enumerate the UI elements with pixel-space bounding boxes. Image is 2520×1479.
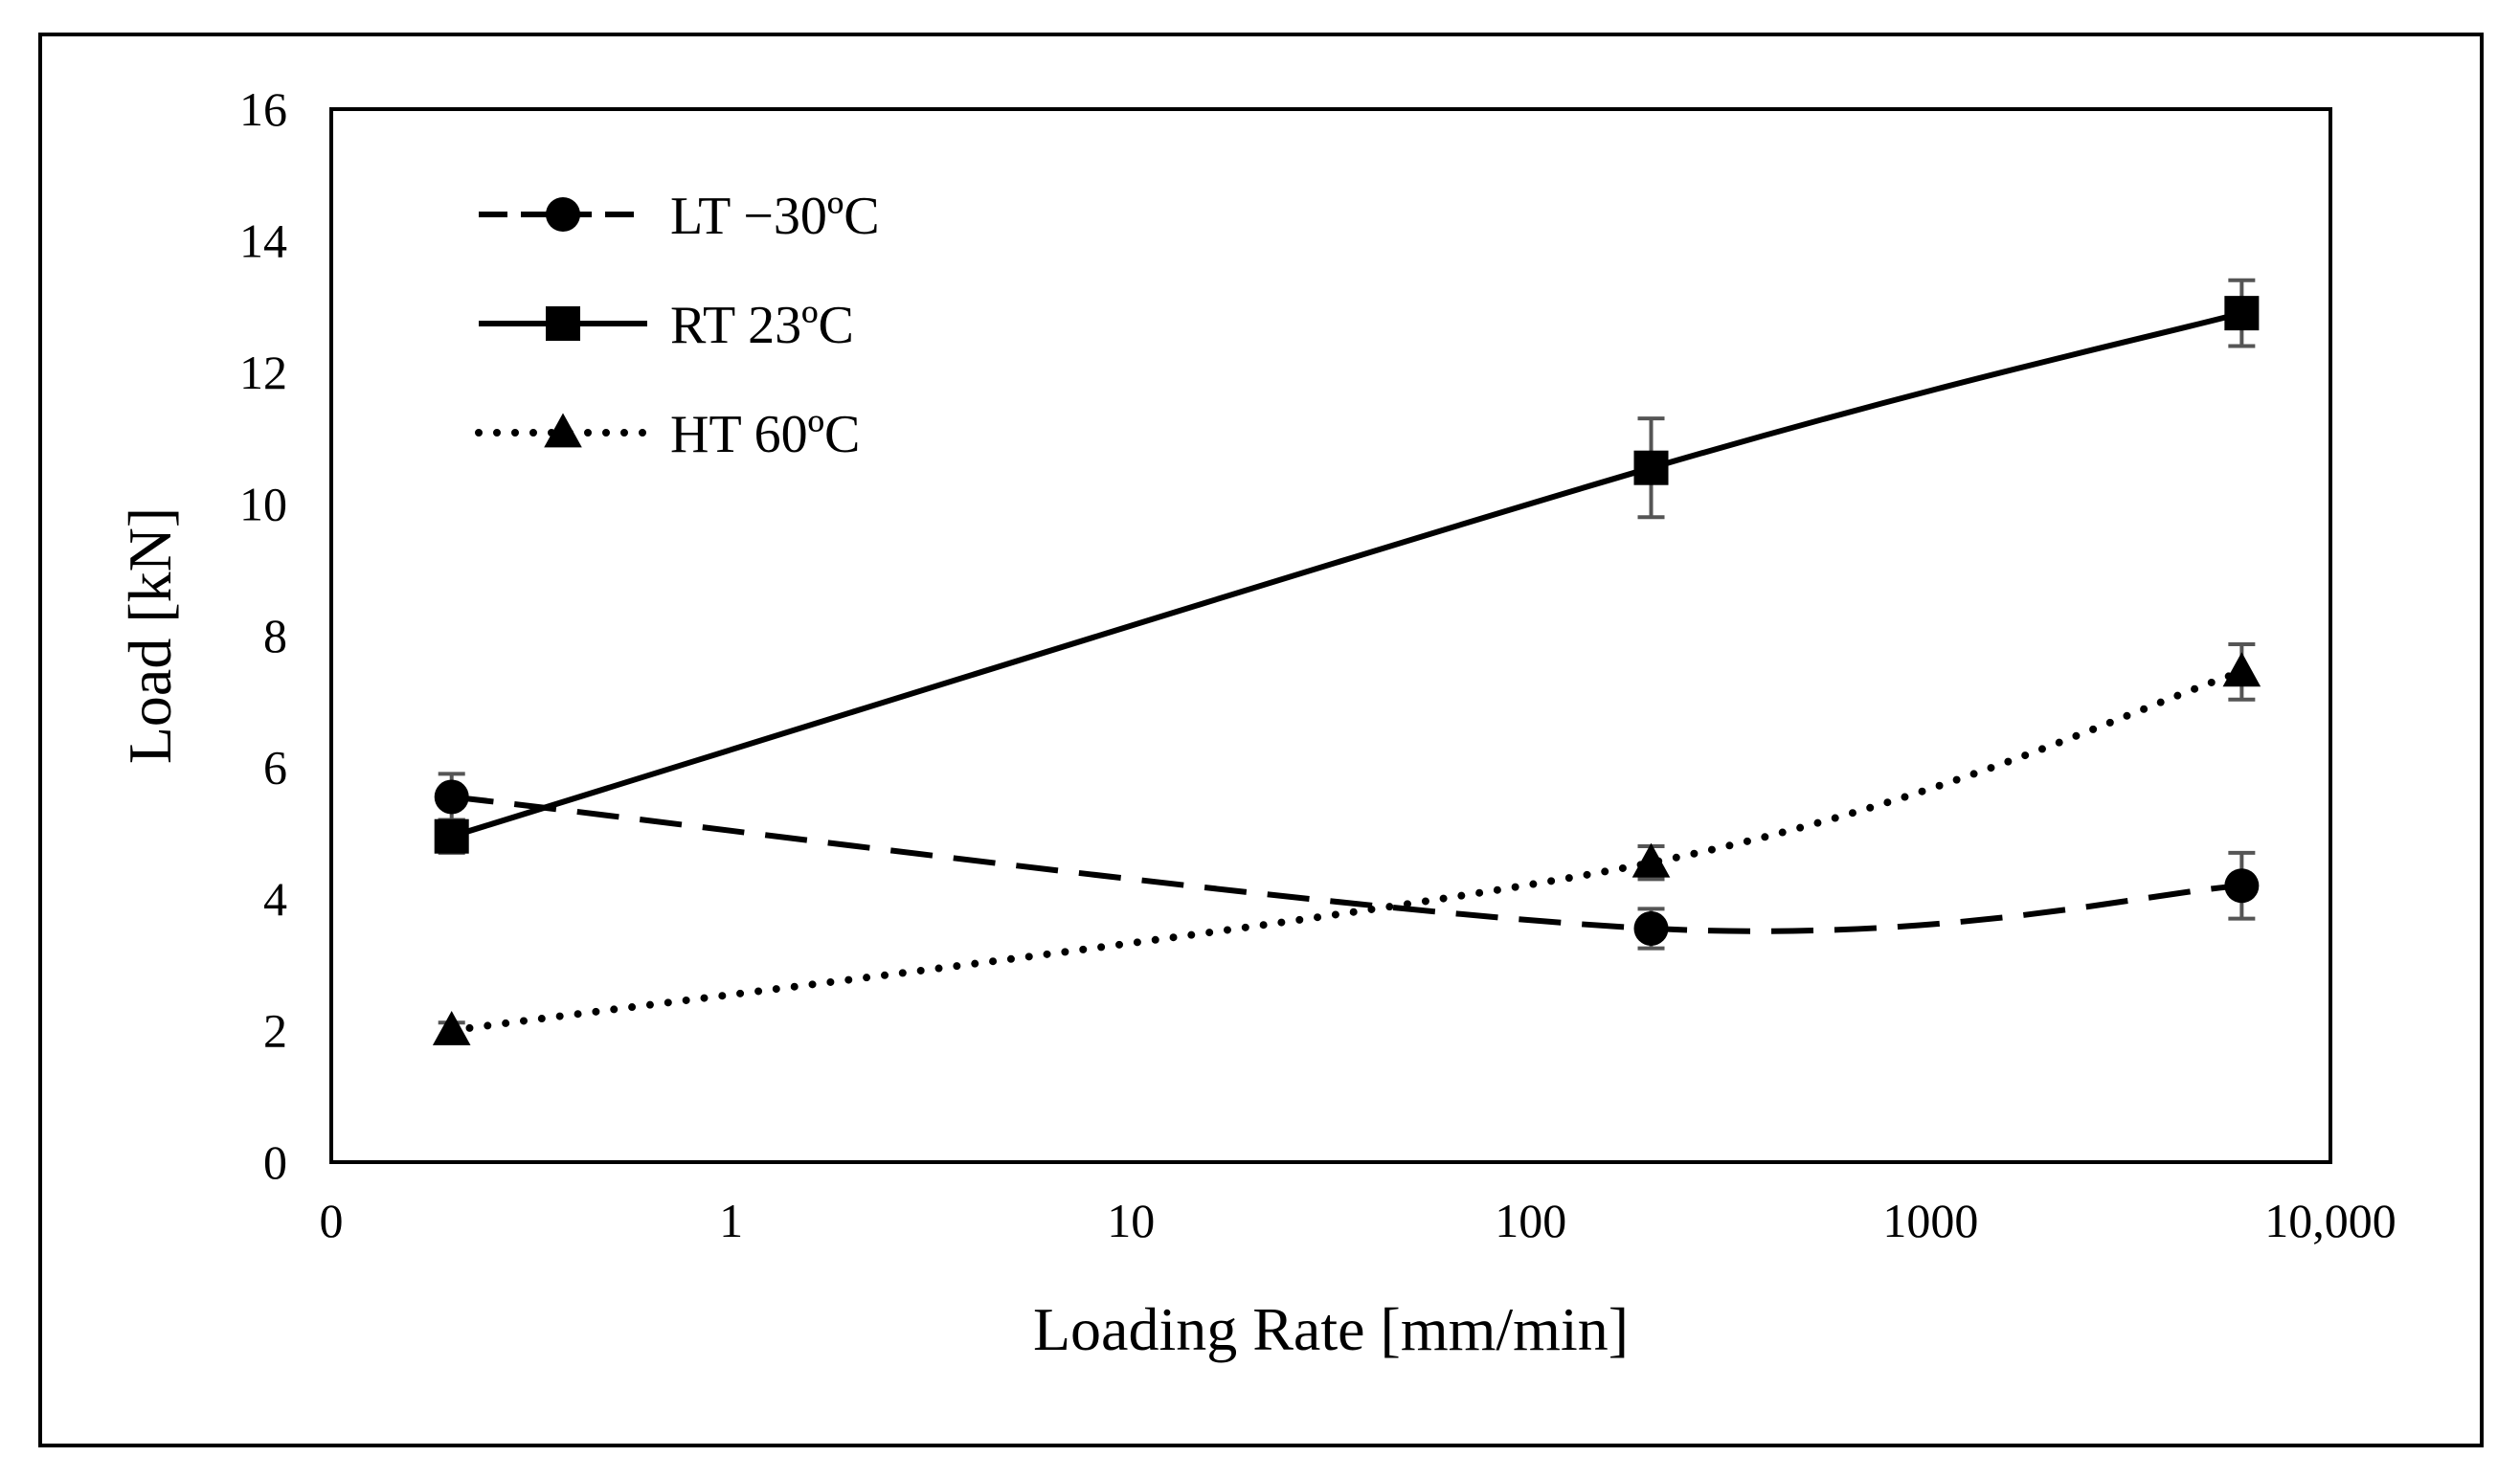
y-axis-ticks: 0 2 4 6 8 10 12 14 16 [239, 82, 287, 1189]
x-tick-label: 10,000 [2264, 1194, 2396, 1247]
data-point-triangle [1631, 842, 1671, 878]
plot-area [329, 107, 2332, 1164]
series-line-triangle [447, 667, 2246, 1035]
y-axis-title: Load [kN] [116, 507, 184, 764]
legend-item: HT 60ºC [475, 405, 860, 464]
x-axis-title: Loading Rate [mm/min] [1033, 1295, 1629, 1363]
data-point-square [2224, 296, 2260, 331]
legend: LT −30ºC RT 23ºC HT 60ºC [475, 187, 880, 464]
y-tick-label: 12 [239, 346, 287, 399]
data-point-square [1633, 450, 1669, 485]
y-tick-label: 16 [239, 82, 287, 136]
legend-label: HT 60ºC [670, 405, 860, 464]
y-tick-label: 6 [263, 741, 287, 795]
series-line-circle [451, 794, 2242, 934]
x-tick-label: 0 [320, 1194, 344, 1247]
legend-item: LT −30ºC [479, 187, 880, 246]
data-point-circle [1633, 910, 1669, 946]
y-tick-label: 4 [263, 872, 287, 926]
error-bars [438, 278, 2256, 1041]
y-tick-label: 2 [263, 1004, 287, 1058]
data-point-circle [2224, 868, 2260, 904]
legend-marker-triangle [544, 413, 582, 448]
legend-marker-square [546, 306, 580, 341]
legend-item: RT 23ºC [479, 296, 854, 355]
y-tick-label: 10 [239, 478, 287, 531]
x-axis-ticks: 0 1 10 100 1000 10,000 [320, 1194, 2396, 1247]
data-point-circle [434, 779, 469, 815]
chart-frame [38, 33, 2484, 1447]
x-tick-label: 1 [719, 1194, 743, 1247]
x-tick-label: 100 [1495, 1194, 1566, 1247]
legend-label: LT −30ºC [670, 187, 880, 246]
series-lines [447, 310, 2246, 1035]
x-tick-label: 10 [1107, 1194, 1155, 1247]
y-tick-label: 0 [263, 1135, 287, 1189]
data-markers [432, 296, 2261, 1045]
y-tick-label: 8 [263, 609, 287, 662]
data-point-triangle [432, 1010, 471, 1045]
data-point-square [434, 818, 469, 854]
y-tick-label: 14 [239, 214, 287, 268]
series-line-square [450, 310, 2243, 840]
legend-marker-circle [546, 197, 580, 232]
data-point-triangle [2222, 652, 2261, 687]
legend-label: RT 23ºC [670, 296, 854, 355]
x-tick-label: 1000 [1882, 1194, 1978, 1247]
